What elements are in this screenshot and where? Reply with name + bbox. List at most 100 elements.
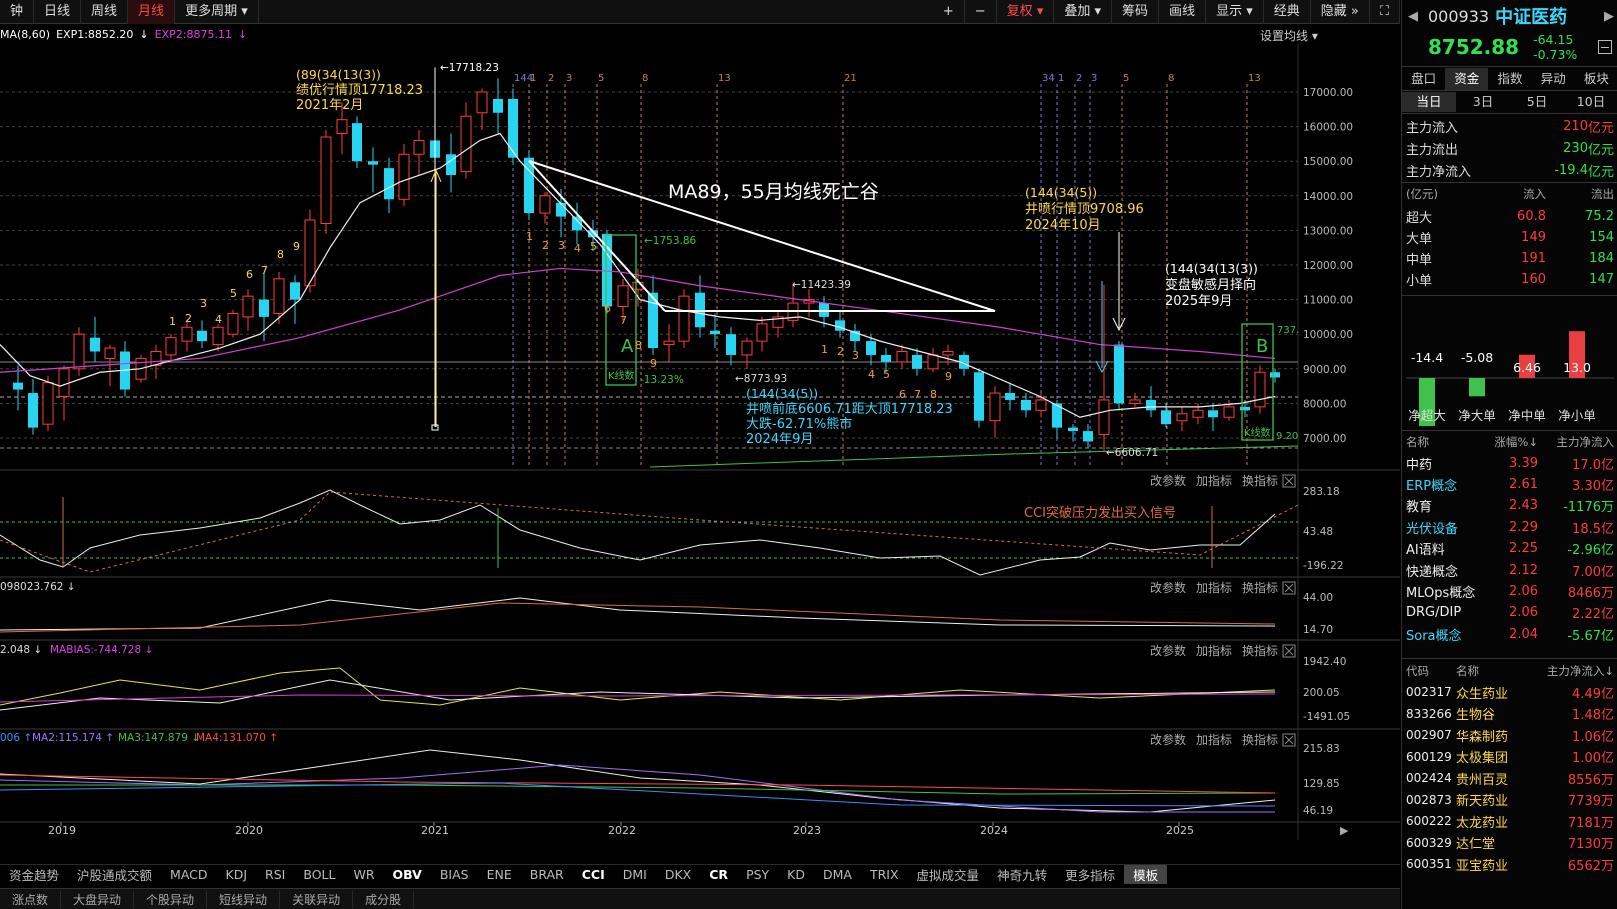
right-tab[interactable]: 盘口 bbox=[1411, 71, 1437, 86]
panel-action-1[interactable]: 加指标 bbox=[1196, 643, 1232, 658]
panel-action-2[interactable]: 换指标 bbox=[1242, 473, 1278, 488]
right-tab[interactable]: 指数 bbox=[1497, 71, 1523, 86]
indicator-tab[interactable]: CCI bbox=[581, 867, 605, 882]
indicator-tab[interactable]: PSY bbox=[746, 867, 770, 882]
concept-row[interactable]: 光伏设备 2.29 18.5亿 bbox=[1402, 517, 1617, 537]
stock-row[interactable]: 600329 达仁堂 7130万 bbox=[1402, 833, 1617, 853]
collapse-icon[interactable] bbox=[1598, 40, 1612, 54]
indicator-tab[interactable]: DMA bbox=[823, 867, 852, 882]
indicator-tab[interactable]: 模板 bbox=[1124, 865, 1168, 884]
indicator-tab[interactable]: RSI bbox=[265, 867, 286, 882]
close-panel-icon[interactable] bbox=[1282, 581, 1296, 595]
forward-arrow-icon[interactable]: ▶ bbox=[1604, 8, 1614, 24]
period-monthly[interactable]: 月线 bbox=[128, 0, 176, 24]
indicator-tab[interactable]: DMI bbox=[622, 867, 647, 882]
overlay-dropdown[interactable]: 叠加 ▾ bbox=[1054, 0, 1113, 24]
concept-header-pct[interactable]: 涨幅%↓ bbox=[1494, 435, 1538, 449]
range-tab[interactable]: 3日 bbox=[1472, 94, 1494, 109]
indicator-tab[interactable]: ENE bbox=[486, 867, 512, 882]
indicator-tab[interactable]: BRAR bbox=[529, 867, 564, 882]
stock-row[interactable]: 002907 华森制药 1.06亿 bbox=[1402, 725, 1617, 745]
panel-action-1[interactable]: 加指标 bbox=[1196, 473, 1232, 488]
back-arrow-icon[interactable]: ◀ bbox=[1408, 8, 1418, 24]
stock-row[interactable]: 002317 众生药业 4.49亿 bbox=[1402, 682, 1617, 702]
panel-action-1[interactable]: 加指标 bbox=[1196, 732, 1232, 747]
panel-action-2[interactable]: 换指标 bbox=[1242, 580, 1278, 595]
panel-action-2[interactable]: 换指标 bbox=[1242, 643, 1278, 658]
concept-row[interactable]: ERP概念 2.61 3.30亿 bbox=[1402, 474, 1617, 494]
indicator-tab[interactable]: 神奇九转 bbox=[997, 868, 1048, 883]
concept-row[interactable]: AI语料 2.25 -2.96亿 bbox=[1402, 539, 1617, 559]
ma-settings-button[interactable]: 设置均线 ▾ bbox=[1260, 27, 1318, 44]
close-panel-icon[interactable] bbox=[1282, 644, 1296, 658]
draw-line-button[interactable]: 画线 bbox=[1159, 0, 1207, 24]
panel-action-0[interactable]: 改参数 bbox=[1150, 580, 1186, 595]
panel-action-0[interactable]: 改参数 bbox=[1150, 732, 1186, 747]
indicator-tab[interactable]: DKX bbox=[664, 867, 692, 882]
period-more-dropdown[interactable]: 更多周期 ▾ bbox=[175, 0, 259, 24]
stock-row[interactable]: 833266 生物谷 1.48亿 bbox=[1402, 704, 1617, 724]
adjust-dropdown[interactable]: 复权 ▾ bbox=[997, 0, 1055, 24]
concept-row[interactable]: Sora概念 2.04 -5.67亿 bbox=[1402, 624, 1617, 644]
zoom-in-button[interactable]: + bbox=[933, 0, 965, 24]
concept-row[interactable]: 中药 3.39 17.0亿 bbox=[1402, 453, 1617, 473]
chips-button[interactable]: 筹码 bbox=[1112, 0, 1160, 24]
period-weekly[interactable]: 周线 bbox=[81, 0, 129, 24]
bottom-tab[interactable]: 涨点数 bbox=[0, 890, 62, 908]
stock-row[interactable]: 600351 亚宝药业 6562万 bbox=[1402, 854, 1617, 874]
bottom-tab[interactable]: 成分股 bbox=[353, 890, 415, 908]
indicator-tab[interactable]: OBV bbox=[392, 867, 422, 882]
concept-row[interactable]: 快递概念 2.12 7.00亿 bbox=[1402, 560, 1617, 580]
candle-down bbox=[1270, 368, 1280, 383]
right-tab[interactable]: 异动 bbox=[1540, 71, 1566, 86]
bottom-tab[interactable]: 关联异动 bbox=[280, 890, 354, 908]
indicator-tab[interactable]: KDJ bbox=[225, 867, 248, 882]
indicator-tab[interactable]: KD bbox=[787, 867, 805, 882]
classic-button[interactable]: 经典 bbox=[1264, 0, 1311, 24]
period-daily[interactable]: 日线 bbox=[34, 0, 82, 24]
indicator-tab[interactable]: WR bbox=[353, 867, 375, 882]
indicator-tab[interactable]: CR bbox=[709, 867, 729, 882]
close-panel-icon[interactable] bbox=[1282, 474, 1296, 488]
bottom-tab[interactable]: 短线异动 bbox=[207, 890, 281, 908]
concept-row[interactable]: MLOps概念 2.06 8466万 bbox=[1402, 581, 1617, 601]
range-tab[interactable]: 当日 bbox=[1402, 92, 1456, 112]
bottom-tab[interactable]: 个股异动 bbox=[134, 890, 208, 908]
stock-row[interactable]: 002873 新天药业 7739万 bbox=[1402, 790, 1617, 810]
indicator-tab[interactable]: MACD bbox=[170, 867, 208, 882]
indicator-tab[interactable]: 沪股通成交额 bbox=[77, 868, 153, 883]
stock-row[interactable]: 600129 太极集团 1.00亿 bbox=[1402, 747, 1617, 767]
indicator-tab[interactable]: 资金趋势 bbox=[9, 868, 60, 883]
concept-row[interactable]: DRG/DIP 2.06 2.22亿 bbox=[1402, 603, 1617, 623]
panel-action-0[interactable]: 改参数 bbox=[1150, 473, 1186, 488]
range-tab[interactable]: 5日 bbox=[1526, 94, 1548, 109]
indicator-tab[interactable]: 更多指标 bbox=[1065, 868, 1116, 883]
stock-row[interactable]: 600222 太龙药业 7181万 bbox=[1402, 811, 1617, 831]
close-panel-icon[interactable] bbox=[1282, 733, 1296, 747]
stock-row[interactable]: 002424 贵州百灵 8556万 bbox=[1402, 768, 1617, 788]
zoom-out-button[interactable]: − bbox=[965, 0, 997, 24]
panel-action-0[interactable]: 改参数 bbox=[1150, 643, 1186, 658]
display-dropdown[interactable]: 显示 ▾ bbox=[1206, 0, 1264, 24]
indicator-tab[interactable]: 虚拟成交量 bbox=[916, 868, 980, 883]
panel-action-2[interactable]: 换指标 bbox=[1242, 732, 1278, 747]
concept-row[interactable]: 教育 2.43 -1176万 bbox=[1402, 496, 1617, 516]
range-tab[interactable]: 10日 bbox=[1576, 94, 1606, 109]
hide-button[interactable]: 隐藏 » bbox=[1311, 0, 1370, 24]
indicator-tab[interactable]: TRIX bbox=[869, 867, 899, 882]
right-tab[interactable]: 资金 bbox=[1445, 68, 1489, 90]
indicator-tab[interactable]: BIAS bbox=[439, 867, 469, 882]
bottom-tab[interactable]: 大盘异动 bbox=[61, 890, 135, 908]
year-label: 2024 bbox=[980, 824, 1008, 837]
candle-body bbox=[212, 326, 224, 346]
stock-header-flow[interactable]: 主力净流入↓ bbox=[1546, 664, 1614, 678]
candle-up bbox=[181, 320, 193, 352]
right-tab[interactable]: 板块 bbox=[1583, 71, 1609, 86]
fullscreen-icon[interactable]: ⛶ bbox=[1370, 0, 1400, 24]
seq-number: 5 bbox=[590, 240, 597, 253]
scroll-right-icon[interactable]: ▶ bbox=[1340, 824, 1349, 837]
panel-action-1[interactable]: 加指标 bbox=[1196, 580, 1232, 595]
indicator-tab[interactable]: BOLL bbox=[303, 867, 336, 882]
period-minute[interactable]: 钟 bbox=[0, 0, 35, 24]
